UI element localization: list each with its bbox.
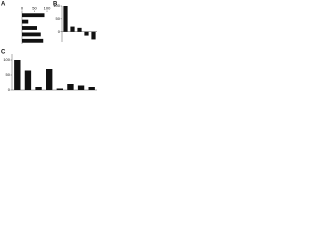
x-tick-label: 50 [32, 6, 37, 11]
bar [84, 31, 89, 36]
bar [24, 70, 32, 90]
bar [56, 88, 63, 90]
bar [67, 84, 74, 90]
y-tick-label: 100 [3, 57, 10, 62]
bar [22, 13, 45, 18]
y-tick-label: 0 [58, 29, 61, 34]
bar [22, 38, 44, 43]
x-tick-label: 100 [44, 6, 51, 11]
bar [22, 32, 41, 37]
panel-label: A [1, 2, 6, 8]
panel-label: B [53, 2, 58, 8]
y-tick-label: 50 [56, 16, 61, 21]
bar [22, 19, 29, 24]
bar [35, 87, 42, 90]
bar [22, 26, 37, 30]
y-tick-label: 50 [6, 72, 11, 77]
panel-label: C [1, 50, 6, 56]
bar [14, 60, 21, 90]
bar [77, 27, 82, 32]
y-tick-label: 100 [53, 3, 60, 8]
bar [63, 6, 68, 32]
bar [88, 87, 95, 90]
bar [70, 26, 75, 32]
bar [91, 31, 96, 40]
x-tick-label: 0 [21, 6, 24, 11]
y-tick-label: 0 [8, 87, 11, 92]
bar [46, 69, 53, 90]
bar [77, 85, 85, 90]
